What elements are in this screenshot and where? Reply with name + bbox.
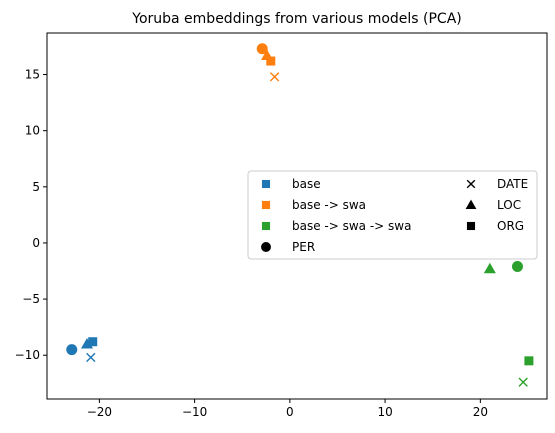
legend-label: base -> swa: [292, 198, 366, 212]
data-point: [524, 356, 534, 366]
data-point: [86, 352, 96, 363]
legend-label: base -> swa -> swa: [292, 219, 411, 233]
x-axis: −20 −10 0 10 20: [87, 399, 488, 419]
legend-marker: [466, 221, 476, 231]
legend-marker: [261, 242, 271, 252]
legend-label: PER: [292, 240, 315, 254]
legend-marker: [466, 179, 476, 189]
marker-stroke: [269, 72, 280, 82]
y-tick-label: 0: [32, 236, 40, 250]
data-point: [66, 344, 78, 356]
legend: base base -> swa base -> swa -> swa PER DATE…: [247, 170, 538, 260]
x-tick-label: −20: [87, 405, 112, 419]
data-point: [88, 337, 98, 347]
legend-label: DATE: [497, 177, 528, 191]
data-point: [269, 72, 280, 82]
chart-title: Yoruba embeddings from various models (P…: [131, 11, 462, 27]
y-tick-label: −10: [15, 348, 40, 362]
x-tick-label: 0: [286, 405, 294, 419]
legend-marker: [261, 200, 271, 210]
legend-label: base: [292, 177, 321, 191]
data-point: [483, 262, 496, 274]
plot-frame: [46, 32, 548, 400]
y-tick-label: 10: [25, 124, 40, 138]
legend-marker: [261, 179, 271, 189]
y-tick-label: −5: [22, 292, 40, 306]
plot-area: [46, 32, 548, 400]
x-tick-label: 20: [473, 405, 488, 419]
y-axis: −10 −5 0 5 10 15: [15, 68, 47, 362]
data-points: [66, 43, 534, 387]
marker-stroke: [518, 377, 528, 387]
marker-stroke: [86, 352, 96, 363]
legend-label: LOC: [497, 198, 521, 212]
data-point: [511, 261, 523, 273]
legend-label: ORG: [497, 219, 524, 233]
data-point: [266, 56, 276, 66]
marker-stroke: [466, 179, 476, 189]
y-tick-label: 15: [25, 68, 40, 82]
x-tick-label: −10: [182, 405, 207, 419]
legend-marker: [261, 221, 271, 231]
legend-marker: [465, 199, 477, 210]
x-tick-label: 10: [377, 405, 392, 419]
legend-box: [247, 170, 538, 260]
data-point: [256, 43, 268, 55]
y-tick-label: 5: [32, 180, 40, 194]
data-point: [518, 377, 528, 387]
